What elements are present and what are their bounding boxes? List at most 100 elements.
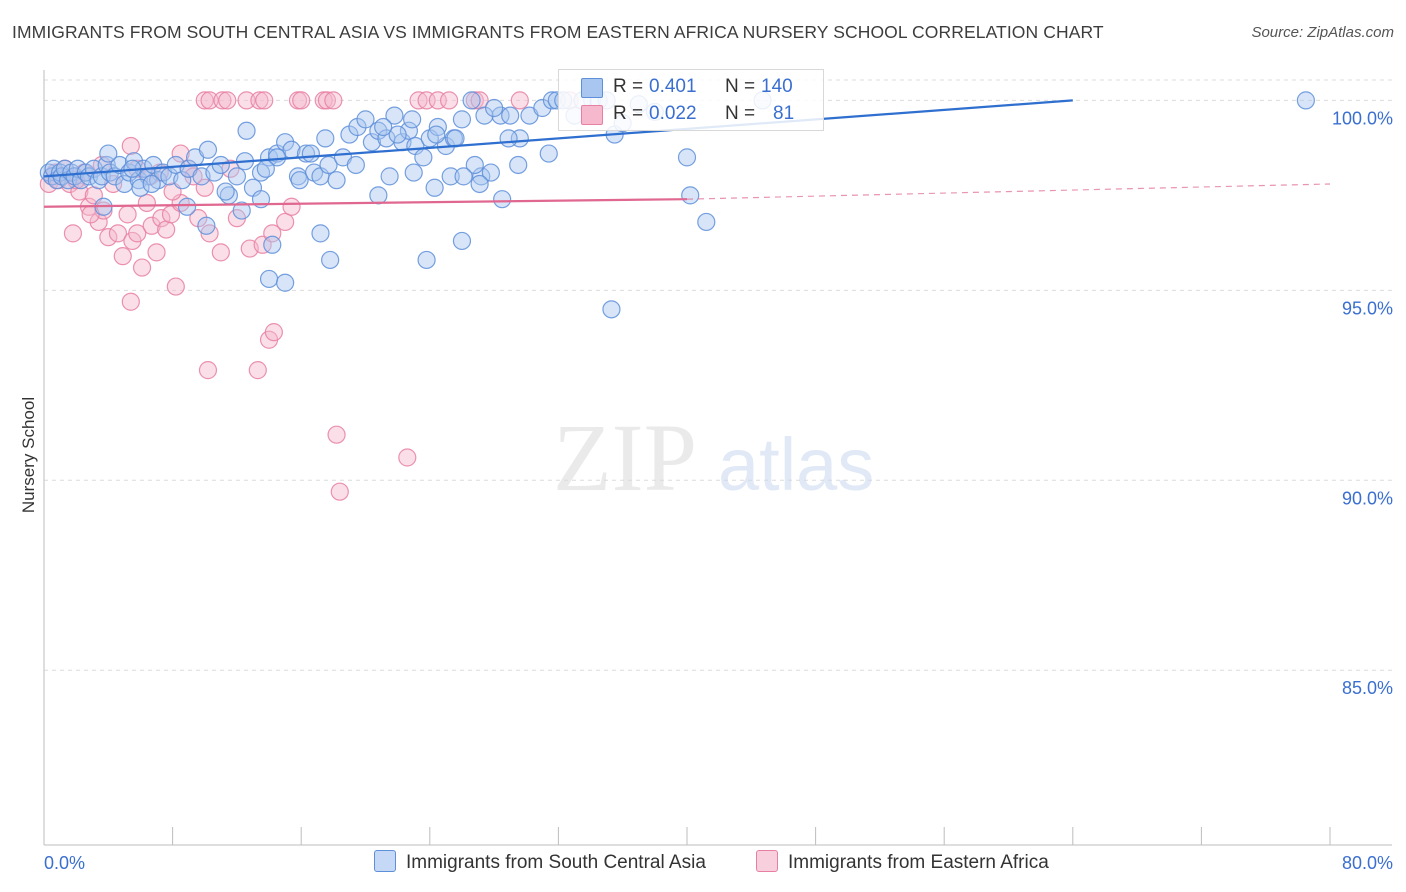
- data-point: [330, 482, 349, 501]
- x-tick-label: 80.0%: [1342, 853, 1393, 873]
- data-point: [399, 121, 419, 140]
- data-point: [152, 209, 171, 228]
- data-point: [677, 148, 697, 167]
- bottom-legend-pink: Immigrants from Eastern Africa: [756, 850, 1049, 874]
- data-point: [539, 144, 558, 163]
- bottom-legend-label-blue: Immigrants from South Central Asia: [406, 852, 706, 873]
- data-point: [263, 235, 282, 254]
- data-point: [417, 250, 436, 270]
- watermark: ZIP atlas: [553, 404, 874, 511]
- data-point: [99, 228, 118, 247]
- data-point: [232, 201, 251, 220]
- data-point: [216, 182, 235, 201]
- data-point: [157, 220, 176, 239]
- trend-lines: [43, 99, 1331, 208]
- data-point: [462, 91, 481, 110]
- x-tick-labels: 0.0% 80.0%: [44, 853, 1393, 873]
- data-point: [446, 129, 465, 148]
- legend-r-value-pink: 0.022: [649, 103, 697, 124]
- data-point: [481, 163, 500, 182]
- correlation-legend: R = 0.401 N = 140 R = 0.022 N = 81: [558, 69, 824, 131]
- x-tick-label: 0.0%: [44, 853, 85, 873]
- watermark-atlas: atlas: [718, 423, 874, 506]
- data-point: [276, 273, 295, 292]
- data-point: [472, 167, 491, 186]
- data-point: [428, 117, 447, 137]
- data-point: [218, 91, 237, 110]
- data-point: [441, 167, 460, 186]
- axes: [43, 70, 1392, 846]
- y-tick-labels: 100.0% 95.0% 90.0% 85.0%: [1332, 108, 1393, 698]
- data-point: [356, 110, 375, 129]
- bottom-legend-swatch-pink: [756, 850, 778, 872]
- data-point: [131, 178, 150, 197]
- data-point: [1296, 91, 1315, 110]
- legend-swatch-pink: [581, 105, 603, 125]
- data-point: [142, 216, 161, 235]
- data-point: [290, 171, 309, 190]
- data-point: [137, 193, 156, 213]
- data-point: [311, 224, 330, 243]
- data-point: [404, 163, 423, 182]
- data-point: [200, 91, 219, 110]
- data-point: [465, 155, 484, 175]
- data-point: [282, 197, 301, 216]
- data-point: [439, 91, 459, 110]
- data-point: [425, 178, 444, 197]
- data-point: [198, 361, 218, 380]
- watermark-zip: ZIP: [553, 404, 697, 511]
- data-point: [211, 243, 230, 262]
- data-point: [264, 323, 283, 342]
- data-point: [250, 91, 269, 110]
- y-tick-label: 95.0%: [1342, 298, 1393, 318]
- data-point: [211, 155, 230, 175]
- data-point: [113, 247, 132, 266]
- data-point: [510, 91, 529, 110]
- data-point: [197, 216, 216, 235]
- data-point: [276, 133, 295, 152]
- data-point: [470, 174, 489, 194]
- data-point: [491, 106, 510, 125]
- legend-swatch-blue: [581, 78, 603, 98]
- data-point: [380, 167, 399, 186]
- bottom-legend-swatch-blue: [374, 850, 396, 872]
- data-point: [362, 133, 382, 152]
- data-point: [147, 243, 166, 262]
- data-point: [171, 144, 190, 163]
- data-point: [121, 136, 140, 156]
- y-tick-label: 100.0%: [1332, 108, 1393, 128]
- data-point: [499, 129, 518, 148]
- data-point: [142, 174, 161, 194]
- data-point: [388, 125, 407, 144]
- data-point: [485, 98, 504, 118]
- data-point: [255, 91, 274, 110]
- data-point: [256, 159, 275, 178]
- data-point: [237, 121, 256, 140]
- data-point: [454, 167, 473, 186]
- data-point: [213, 91, 232, 110]
- data-point: [452, 110, 472, 129]
- data-point: [321, 250, 340, 270]
- data-point: [267, 148, 287, 167]
- data-point: [369, 186, 388, 205]
- data-point: [414, 148, 433, 167]
- data-point: [195, 91, 214, 110]
- bottom-legend-blue: Immigrants from South Central Asia: [374, 850, 706, 874]
- data-point: [173, 171, 192, 190]
- trend-line-pink: [43, 198, 688, 208]
- y-axis-label: Nursery School: [19, 397, 38, 513]
- legend-r-label: R =: [613, 103, 644, 124]
- data-point: [475, 106, 494, 125]
- data-point: [132, 258, 152, 277]
- data-point: [427, 125, 446, 144]
- data-point: [237, 91, 256, 110]
- chart-source: Source: ZipAtlas.com: [1251, 24, 1394, 41]
- data-point: [198, 140, 218, 159]
- data-point: [501, 106, 520, 125]
- data-point: [292, 91, 311, 110]
- data-point: [248, 361, 267, 380]
- data-point: [697, 212, 716, 232]
- data-point: [346, 155, 365, 175]
- legend-n-label: N =: [725, 103, 756, 124]
- data-point: [177, 197, 197, 216]
